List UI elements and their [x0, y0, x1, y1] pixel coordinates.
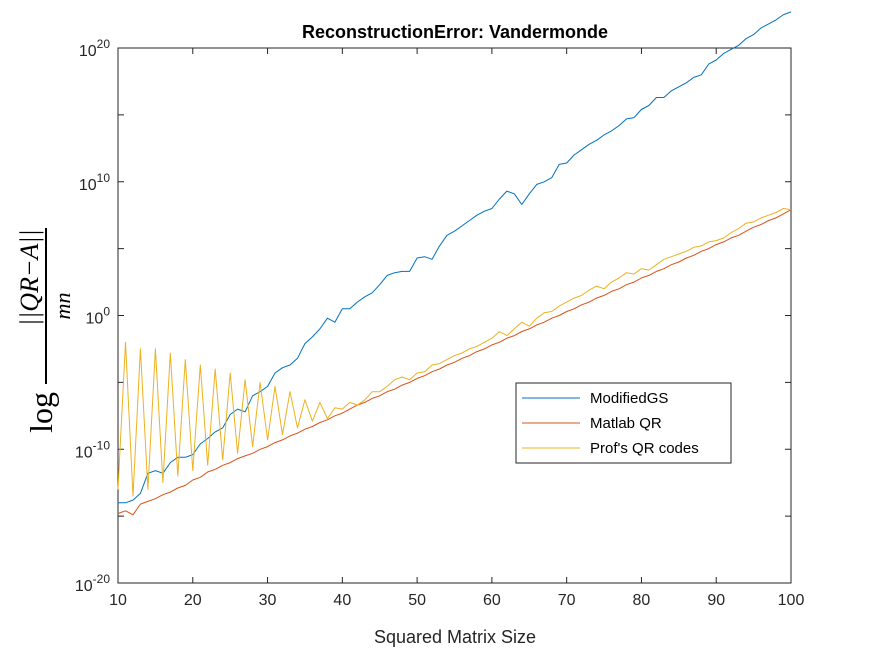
series-line-1	[117, 209, 792, 516]
y-tick-label: 1020	[79, 37, 110, 60]
x-tick-label: 80	[633, 592, 651, 609]
y-axis-label-denominator: mn	[50, 293, 75, 320]
y-axis-label-prefix: log	[23, 392, 59, 433]
series-line-0	[118, 11, 792, 504]
x-tick-label: 70	[558, 592, 576, 609]
y-tick-label: 100	[86, 305, 111, 328]
y-axis-label: log ||QR−A|| mn	[15, 228, 75, 433]
x-tick-label: 10	[109, 592, 127, 609]
x-axis-label: Squared Matrix Size	[374, 627, 536, 647]
y-tick-label: 10-10	[75, 438, 110, 461]
x-tick-label: 50	[408, 592, 426, 609]
legend: ModifiedGS Matlab QR Prof's QR codes	[515, 382, 732, 464]
legend-label: Matlab QR	[590, 415, 662, 432]
legend-label: ModifiedGS	[590, 390, 668, 407]
plot-area	[117, 47, 792, 584]
series-line-2	[117, 208, 792, 497]
series-lines	[117, 11, 792, 516]
y-axis-label-numerator: ||QR−A||	[15, 229, 44, 326]
x-tick-label: 20	[184, 592, 202, 609]
x-tick-label: 60	[483, 592, 501, 609]
y-tick-label: 1010	[79, 171, 110, 194]
chart-title: ReconstructionError: Vandermonde	[302, 22, 608, 42]
x-tick-label: 30	[259, 592, 277, 609]
x-tick-label: 100	[778, 592, 805, 609]
y-axis: 10-20 10-10 100 1010 1020	[75, 37, 791, 595]
x-tick-label: 40	[333, 592, 351, 609]
y-tick-label: 10-20	[75, 572, 110, 595]
x-axis: 10 20 30 40 50 60 70 80 90 100	[109, 48, 804, 609]
x-tick-label: 90	[707, 592, 725, 609]
legend-label: Prof's QR codes	[590, 440, 699, 457]
